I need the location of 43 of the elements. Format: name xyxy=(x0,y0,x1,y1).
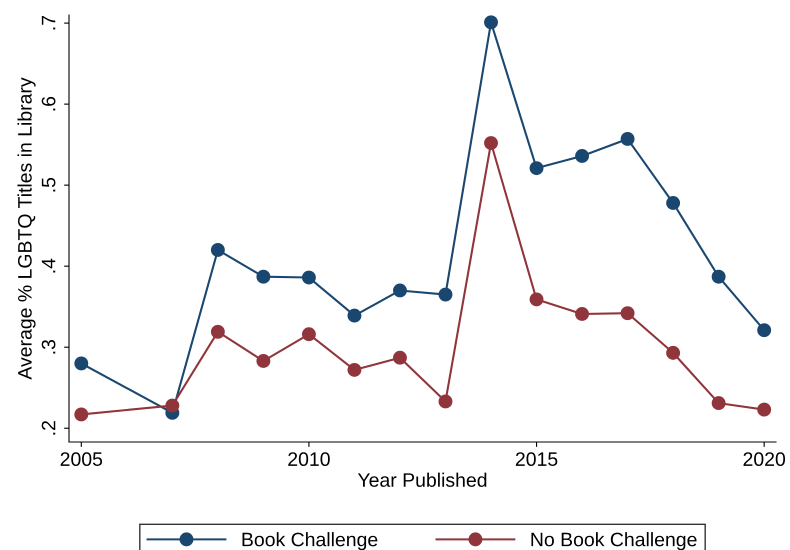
y-tick-label: .3 xyxy=(42,340,56,354)
point xyxy=(256,354,270,368)
point xyxy=(393,284,407,298)
y-tick-label: .6 xyxy=(42,96,56,110)
point xyxy=(484,15,498,30)
point xyxy=(575,149,590,163)
legend-label: No Book Challenge xyxy=(531,532,697,550)
point xyxy=(393,350,407,365)
point xyxy=(438,288,452,302)
y-axis-title: Average % LGBTQ Titles in Library xyxy=(17,77,36,380)
y-tick-label: .2 xyxy=(42,421,56,435)
point xyxy=(210,324,225,339)
point xyxy=(530,292,544,306)
point xyxy=(575,307,590,321)
point xyxy=(712,396,726,410)
x-tick-label: 2010 xyxy=(288,452,330,466)
point xyxy=(666,346,680,360)
point xyxy=(530,161,544,176)
point xyxy=(302,270,316,284)
point xyxy=(347,308,362,323)
point xyxy=(210,243,225,257)
point xyxy=(74,356,88,370)
point xyxy=(256,270,270,284)
point xyxy=(757,323,772,338)
y-tick-label: .4 xyxy=(42,258,56,273)
point xyxy=(347,362,362,377)
x-axis-title: Year Published xyxy=(358,472,486,487)
legend-label: Book Challenge xyxy=(242,532,378,550)
point xyxy=(74,408,88,422)
point xyxy=(666,196,680,210)
point xyxy=(712,270,726,284)
point xyxy=(484,136,498,150)
x-tick-label: 2005 xyxy=(60,452,102,466)
point xyxy=(757,402,772,417)
point xyxy=(620,306,635,320)
point xyxy=(302,327,316,342)
x-tick-label: 2020 xyxy=(744,452,786,466)
y-tick-label: .7 xyxy=(42,16,56,30)
point xyxy=(438,394,452,408)
y-tick-label: .5 xyxy=(42,178,56,192)
point xyxy=(165,398,180,412)
point xyxy=(620,132,635,146)
x-tick-label: 2015 xyxy=(516,452,558,466)
